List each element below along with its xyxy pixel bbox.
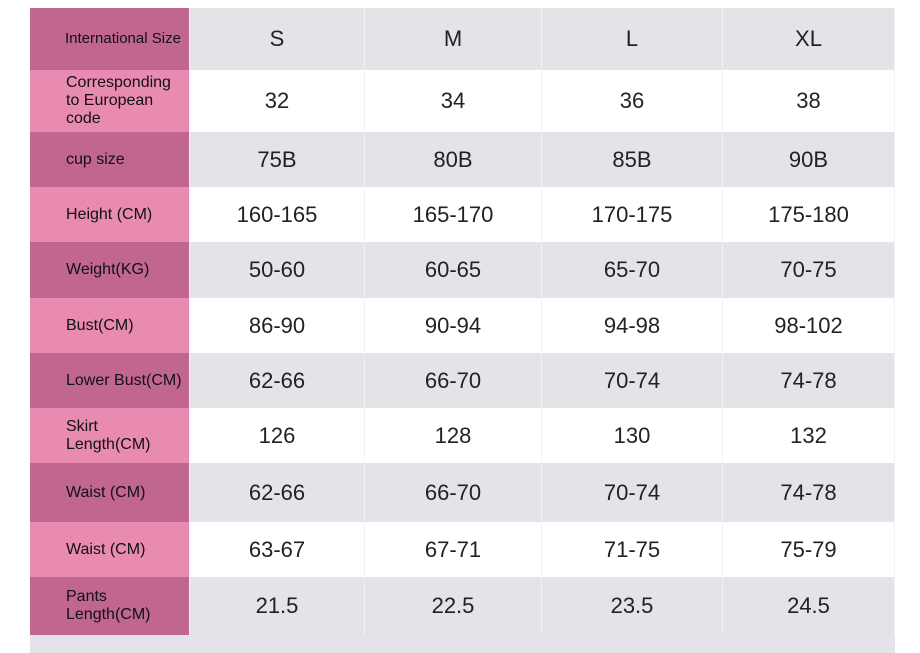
- table-cell: 85B: [542, 132, 723, 187]
- table-cell: 50-60: [190, 242, 365, 298]
- row-label: Bust(CM): [30, 298, 190, 353]
- table-cell: 90B: [723, 132, 895, 187]
- table-cell: 32: [190, 70, 365, 132]
- table-cell: 165-170: [365, 187, 542, 242]
- row-label: cup size: [30, 132, 190, 187]
- table-row: Lower Bust(CM) 62-66 66-70 70-74 74-78: [30, 353, 895, 408]
- table-cell: 36: [542, 70, 723, 132]
- table-cell: 60-65: [365, 242, 542, 298]
- row-label: Corresponding to European code: [30, 70, 190, 132]
- row-label: Skirt Length(CM): [30, 408, 190, 463]
- table-footer-strip: [30, 635, 895, 653]
- size-table: International Size S M L XL Corresponding to …: [30, 8, 895, 635]
- table-cell: 70-74: [542, 463, 723, 522]
- table-cell: 65-70: [542, 242, 723, 298]
- table-cell: 130: [542, 408, 723, 463]
- table-cell: 22.5: [365, 577, 542, 635]
- size-heading: S: [190, 8, 365, 70]
- table-row: Height (CM) 160-165 165-170 170-175 175-180: [30, 187, 895, 242]
- table-cell: 75-79: [723, 522, 895, 577]
- row-label: Pants Length(CM): [30, 577, 190, 635]
- table-cell: 34: [365, 70, 542, 132]
- table-cell: 70-75: [723, 242, 895, 298]
- table-row: Pants Length(CM) 21.5 22.5 23.5 24.5: [30, 577, 895, 635]
- table-cell: 132: [723, 408, 895, 463]
- table-cell: 160-165: [190, 187, 365, 242]
- table-row: Corresponding to European code 32 34 36 38: [30, 70, 895, 132]
- table-cell: 74-78: [723, 463, 895, 522]
- table-row: Waist (CM) 62-66 66-70 70-74 74-78: [30, 463, 895, 522]
- size-heading: L: [542, 8, 723, 70]
- row-label: Lower Bust(CM): [30, 353, 190, 408]
- table-cell: 71-75: [542, 522, 723, 577]
- table-cell: 67-71: [365, 522, 542, 577]
- table-cell: 62-66: [190, 463, 365, 522]
- table-cell: 75B: [190, 132, 365, 187]
- table-cell: 90-94: [365, 298, 542, 353]
- table-row: Waist (CM) 63-67 67-71 71-75 75-79: [30, 522, 895, 577]
- table-cell: 21.5: [190, 577, 365, 635]
- row-label: International Size: [30, 8, 190, 70]
- table-cell: 128: [365, 408, 542, 463]
- row-label: Waist (CM): [30, 522, 190, 577]
- header-row: International Size S M L XL: [30, 8, 895, 70]
- table-cell: 94-98: [542, 298, 723, 353]
- table-cell: 62-66: [190, 353, 365, 408]
- table-cell: 126: [190, 408, 365, 463]
- table-cell: 74-78: [723, 353, 895, 408]
- table-row: Weight(KG) 50-60 60-65 65-70 70-75: [30, 242, 895, 298]
- table-cell: 80B: [365, 132, 542, 187]
- table-cell: 86-90: [190, 298, 365, 353]
- table-cell: 98-102: [723, 298, 895, 353]
- row-label: Waist (CM): [30, 463, 190, 522]
- table-cell: 170-175: [542, 187, 723, 242]
- table-cell: 70-74: [542, 353, 723, 408]
- table-cell: 63-67: [190, 522, 365, 577]
- row-label: Weight(KG): [30, 242, 190, 298]
- table-cell: 66-70: [365, 463, 542, 522]
- row-label: Height (CM): [30, 187, 190, 242]
- table-cell: 66-70: [365, 353, 542, 408]
- table-cell: 24.5: [723, 577, 895, 635]
- table-cell: 38: [723, 70, 895, 132]
- table-cell: 23.5: [542, 577, 723, 635]
- size-heading: M: [365, 8, 542, 70]
- size-heading: XL: [723, 8, 895, 70]
- table-cell: 175-180: [723, 187, 895, 242]
- table-row: Bust(CM) 86-90 90-94 94-98 98-102: [30, 298, 895, 353]
- table-row: cup size 75B 80B 85B 90B: [30, 132, 895, 187]
- table-row: Skirt Length(CM) 126 128 130 132: [30, 408, 895, 463]
